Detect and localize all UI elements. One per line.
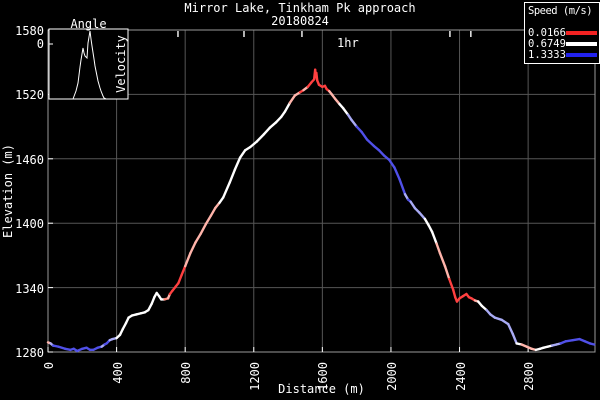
elevation-profile-segment: [388, 158, 396, 169]
legend-entry-label: 0.6749: [528, 38, 566, 50]
elevation-profile-segment: [448, 277, 455, 291]
elevation-profile-segment: [423, 217, 430, 227]
y-tick-label: 1340: [15, 281, 44, 296]
elevation-profile-segment: [189, 241, 197, 255]
elevation-profile-segment: [588, 342, 596, 346]
elevation-profile-segment: [435, 242, 442, 255]
elevation-profile-segment: [427, 224, 434, 233]
elevation-profile-segment: [500, 318, 510, 326]
elevation-profile-segment: [204, 214, 213, 226]
speed-legend: Speed (m/s) 0.0166 0.6749 1.3333: [524, 2, 600, 64]
x-tick-label: 1200: [247, 362, 262, 391]
elevation-profile-segment: [249, 140, 258, 149]
elevation-profile-segment: [222, 181, 231, 199]
elevation-profile-segment: [398, 177, 407, 196]
inset-side-label: Velocity: [114, 35, 128, 93]
elevation-profile-segment: [360, 130, 369, 141]
legend-entry-label: 1.3333: [528, 49, 566, 61]
legend-entry: 0.0166: [528, 27, 597, 39]
chart-subtitle: 20180824: [271, 14, 329, 28]
elevation-profile-segment: [438, 252, 447, 268]
y-tick-label: 1580: [15, 24, 44, 38]
x-tick-label: 800: [179, 362, 194, 384]
legend-title: Speed (m/s): [528, 5, 593, 17]
elevation-profile-segment: [418, 211, 427, 221]
elevation-profile-segment: [342, 107, 350, 116]
elevation-profile-segment: [365, 138, 375, 148]
elevation-profile-segment: [180, 264, 187, 276]
elevation-profile-segment: [121, 321, 128, 331]
plot-border: [47, 29, 596, 353]
elevation-profile-segment: [177, 273, 183, 285]
legend-swatch-white: [566, 42, 597, 46]
inset-histogram-curve: [72, 30, 107, 100]
elevation-profile-segment: [255, 132, 266, 143]
elevation-profile-segment: [183, 252, 192, 268]
x-tick-label: 2800: [522, 362, 537, 391]
elevation-profile-segment: [199, 223, 207, 236]
inset-zero-tick-label: 0: [36, 37, 44, 51]
legend-entry: 1.3333: [528, 49, 597, 61]
elevation-profile-segment: [209, 206, 217, 217]
legend-swatch-blue: [566, 53, 597, 57]
elevation-profile-segment: [194, 232, 202, 244]
elevation-profile-segment: [393, 166, 401, 181]
y-tick-label: 1520: [15, 88, 44, 103]
elevation-profile-segment: [409, 200, 417, 210]
elevation-profile-segment: [507, 322, 514, 335]
elevation-profile-segment: [315, 71, 319, 82]
x-tick-label: 0: [42, 362, 56, 370]
legend-entry: 0.6749: [528, 38, 597, 50]
elevation-profile-segment: [262, 126, 272, 136]
elevation-profile-segment: [511, 332, 518, 345]
elevation-profile-segment: [268, 121, 278, 129]
time-marker-label: 1hr: [337, 36, 359, 50]
elevation-profile-segment: [283, 101, 291, 113]
inset-title: Angle: [70, 17, 107, 31]
elevation-profile-segment: [238, 149, 247, 159]
elevation-profile-segment: [274, 115, 283, 124]
legend-swatch-red: [566, 31, 597, 35]
elevation-profile-segment: [355, 125, 363, 134]
elevation-profile-segment: [288, 94, 297, 105]
elevation-profile-segment: [228, 168, 237, 184]
x-axis-label: Distance (m): [278, 382, 365, 396]
legend-entry-label: 0.0166: [528, 27, 566, 39]
chart-title: Mirror Lake, Tinkham Pk approach: [184, 1, 416, 15]
inset-box: [48, 28, 129, 100]
x-tick-label: 400: [110, 362, 125, 384]
x-tick-label: 2000: [384, 362, 399, 391]
x-tick-label: 2400: [453, 362, 468, 391]
elevation-profile-segment: [443, 264, 451, 281]
elevation-profile-segment: [430, 230, 438, 245]
elevation-profile-segment: [147, 302, 153, 312]
y-tick-label: 1400: [15, 217, 44, 232]
x-tick-label: 1600: [316, 362, 331, 391]
elevation-profile-segment: [233, 156, 242, 171]
elevation-profile-segment: [350, 118, 358, 128]
y-tick-label: 1460: [15, 152, 44, 167]
y-tick-label: 1280: [15, 346, 44, 360]
elevation-profile-segment: [451, 288, 457, 299]
elevation-profile-segment: [377, 149, 386, 157]
